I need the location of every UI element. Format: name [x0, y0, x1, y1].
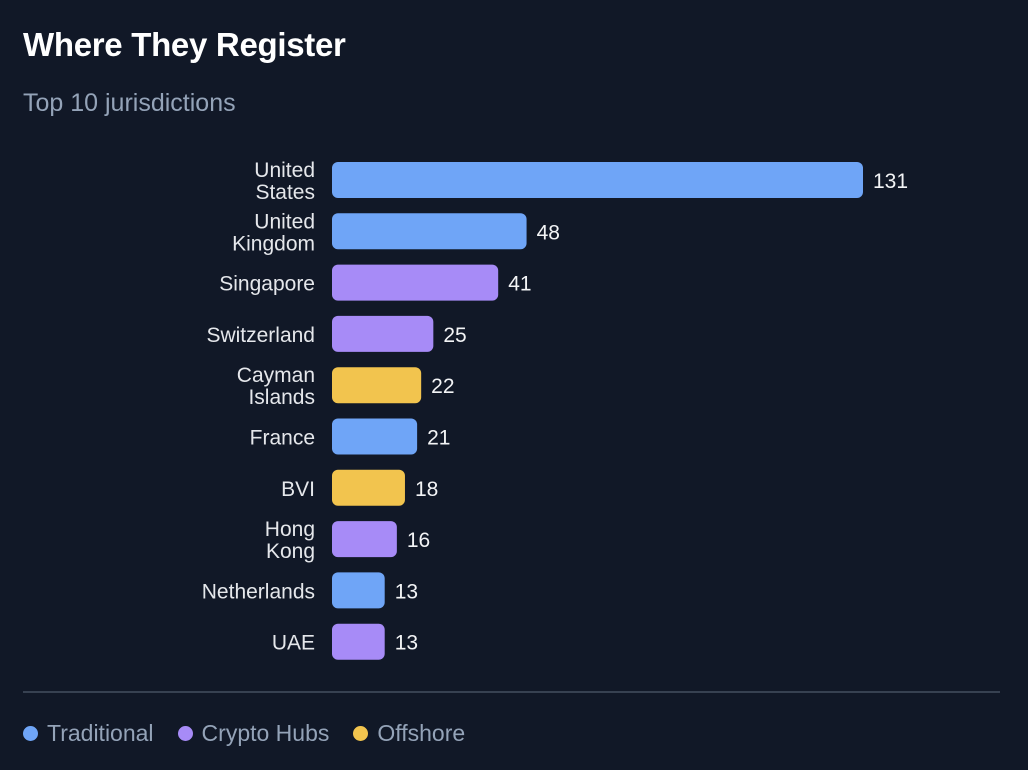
chart-subtitle: Top 10 jurisdictions [23, 89, 236, 117]
bar-chart: 131 United States 48 United Kingdom 41 Singapor… [202, 159, 908, 660]
category-label: Switzerland [206, 324, 315, 347]
legend-dot-crypto-hubs [177, 726, 193, 741]
value-label: 22 [431, 375, 454, 398]
category-label: Hong Kong [265, 518, 315, 563]
value-label: 13 [395, 580, 418, 603]
bar-hong-kong [332, 521, 397, 558]
category-label: Singapore [219, 273, 315, 296]
legend-dot-offshore [353, 726, 369, 741]
value-label: 48 [537, 221, 560, 244]
category-label: United States [254, 159, 315, 204]
chart-legend: Traditional Crypto Hubs Offshore [23, 720, 465, 747]
legend-label-offshore: Offshore [377, 720, 466, 746]
value-label: 41 [508, 273, 531, 296]
legend-divider [23, 691, 1000, 693]
category-label: France [250, 427, 315, 450]
bar-singapore [332, 264, 499, 301]
bar-united-kingdom [332, 213, 527, 250]
legend-item-traditional: Traditional [23, 720, 154, 747]
bar-france [332, 418, 418, 455]
bar-netherlands [332, 572, 385, 609]
value-label: 25 [443, 324, 466, 347]
chart-title: Where They Register [23, 26, 346, 63]
legend-dot-traditional [23, 726, 38, 741]
bar-uae [332, 623, 385, 660]
value-label: 18 [415, 478, 438, 501]
category-label: Netherlands [202, 580, 315, 603]
value-label: 21 [427, 427, 450, 450]
value-label: 131 [873, 170, 908, 193]
legend-label-crypto-hubs: Crypto Hubs [201, 720, 330, 746]
bar-bvi [332, 469, 405, 506]
legend-item-offshore: Offshore [353, 720, 465, 747]
category-label: United Kingdom [232, 210, 315, 255]
value-label: 16 [407, 529, 430, 552]
bar-cayman-islands [332, 367, 422, 404]
category-label: Cayman Islands [237, 364, 315, 409]
bar-switzerland [332, 315, 434, 352]
category-label: UAE [272, 632, 315, 655]
category-label: BVI [281, 478, 315, 501]
bar-united-states [332, 162, 863, 198]
legend-label-traditional: Traditional [47, 720, 154, 746]
value-label: 13 [395, 632, 418, 655]
legend-item-crypto-hubs: Crypto Hubs [177, 720, 330, 747]
